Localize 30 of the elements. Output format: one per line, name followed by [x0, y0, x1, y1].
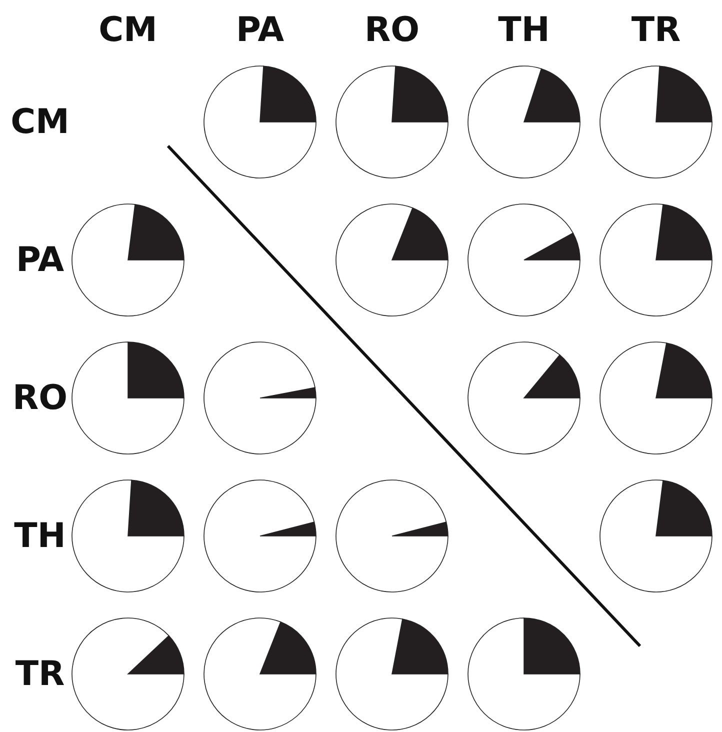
- pie-slice: [336, 480, 448, 592]
- text: PA: [236, 10, 284, 50]
- pie-slice: [72, 342, 184, 454]
- text: TR: [15, 654, 65, 694]
- pie-slice: [72, 480, 184, 592]
- text: TH: [498, 10, 550, 50]
- text: CM: [98, 10, 158, 50]
- text: TR: [631, 10, 681, 50]
- text: TH: [14, 516, 66, 556]
- text: CM: [10, 102, 70, 142]
- pie-slice: [468, 204, 580, 316]
- pie-slice: [468, 618, 580, 730]
- pie-slice: [336, 66, 448, 178]
- pie-slice: [204, 618, 316, 730]
- text: PA: [16, 240, 64, 280]
- pie-slice: [600, 66, 712, 178]
- pie-slice: [204, 66, 316, 178]
- text: RO: [12, 378, 68, 418]
- pie-slice: [336, 618, 448, 730]
- pie-slice: [600, 342, 712, 454]
- pie-slice: [204, 342, 316, 454]
- text: RO: [364, 10, 420, 50]
- pie-slice: [72, 618, 184, 730]
- pie-slice: [600, 480, 712, 592]
- pie-slice: [336, 204, 448, 316]
- pie-slice: [468, 66, 580, 178]
- pie-slice: [204, 480, 316, 592]
- pie-slice: [468, 342, 580, 454]
- pie-slice: [600, 204, 712, 316]
- pie-slice: [72, 204, 184, 316]
